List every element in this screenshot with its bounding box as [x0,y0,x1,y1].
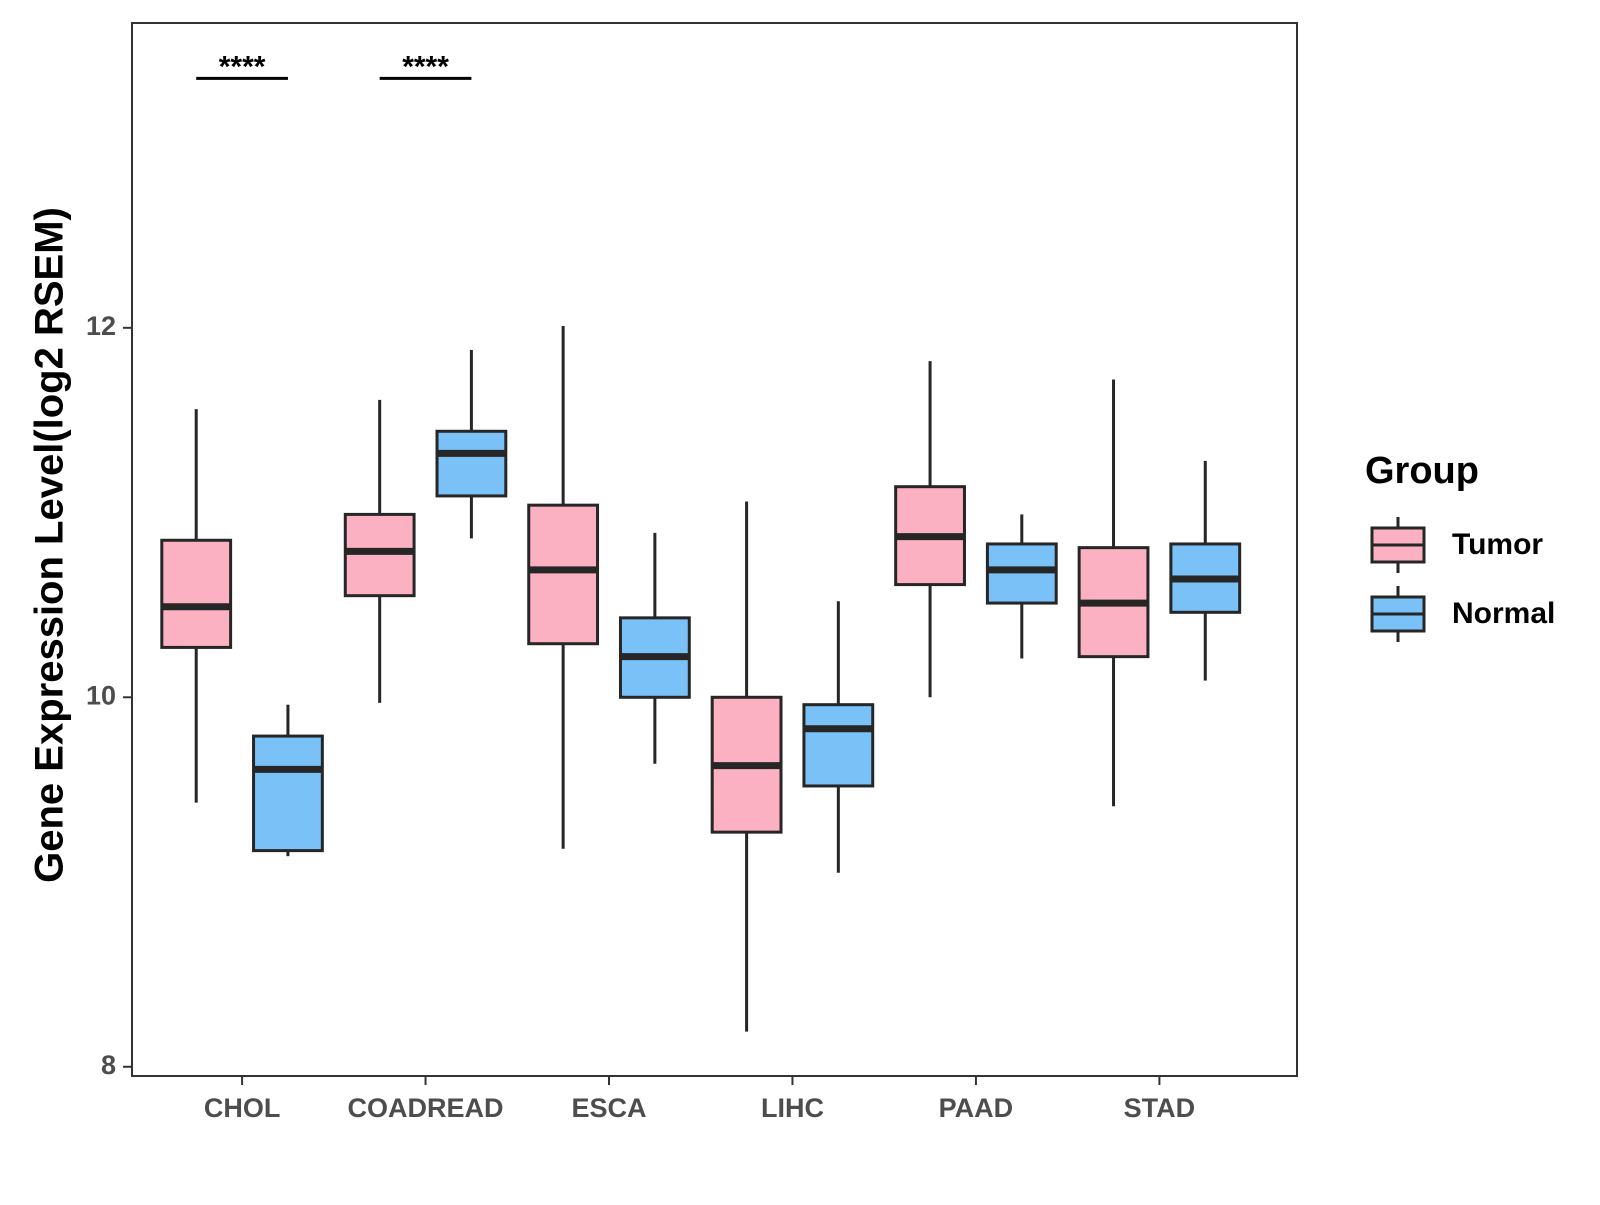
x-tick-label: COADREAD [348,1093,504,1123]
box-tumor-coadread [343,399,416,703]
box-body [985,542,1058,605]
box-tumor-esca [527,325,600,849]
box-normal-chol [252,704,324,857]
x-tick-label: STAD [1124,1093,1196,1123]
legend-label: Tumor [1452,528,1543,561]
significance-label: **** [402,50,449,83]
box-normal-esca [618,532,691,764]
axes-layer: 8 10 12 CHOL COADREAD ESCA LIHC PAAD STAD [86,311,1195,1123]
significance-label: **** [219,50,266,83]
box-tumor-chol [160,409,233,803]
legend-title: Group [1365,450,1479,492]
significance-coadread: **** [379,50,472,83]
box-body [343,512,416,598]
x-tick-label: PAAD [939,1093,1014,1123]
box-tumor-lihc [710,501,783,1032]
x-tick-label: CHOL [204,1093,281,1123]
box-normal-coadread [435,349,508,539]
y-axis-title: Gene Expression Level(log2 RSEM) [28,207,72,883]
box-tumor-stad [1077,379,1150,807]
y-tick-label: 8 [101,1050,116,1080]
box-normal-stad [1169,460,1242,681]
box-body [435,429,508,498]
y-tick-label: 12 [86,311,116,341]
annotation-layer: **** **** [196,50,472,83]
legend: Group Tumor Normal [1365,450,1555,642]
x-tick-label: ESCA [572,1093,647,1123]
legend-entry-tumor: Tumor [1370,517,1543,573]
box-normal-lihc [802,601,875,873]
legend-label: Normal [1452,597,1555,630]
y-tick-label: 10 [86,680,116,710]
box-normal-paad [985,514,1058,659]
box-body [802,703,875,788]
legend-entry-normal: Normal [1370,586,1555,642]
x-tick-label: LIHC [761,1093,824,1123]
significance-chol: **** [196,50,288,83]
boxes-layer [160,325,1242,1032]
box-body [160,538,233,649]
box-body [252,734,324,853]
box-body [527,503,600,646]
box-tumor-paad [894,361,966,698]
